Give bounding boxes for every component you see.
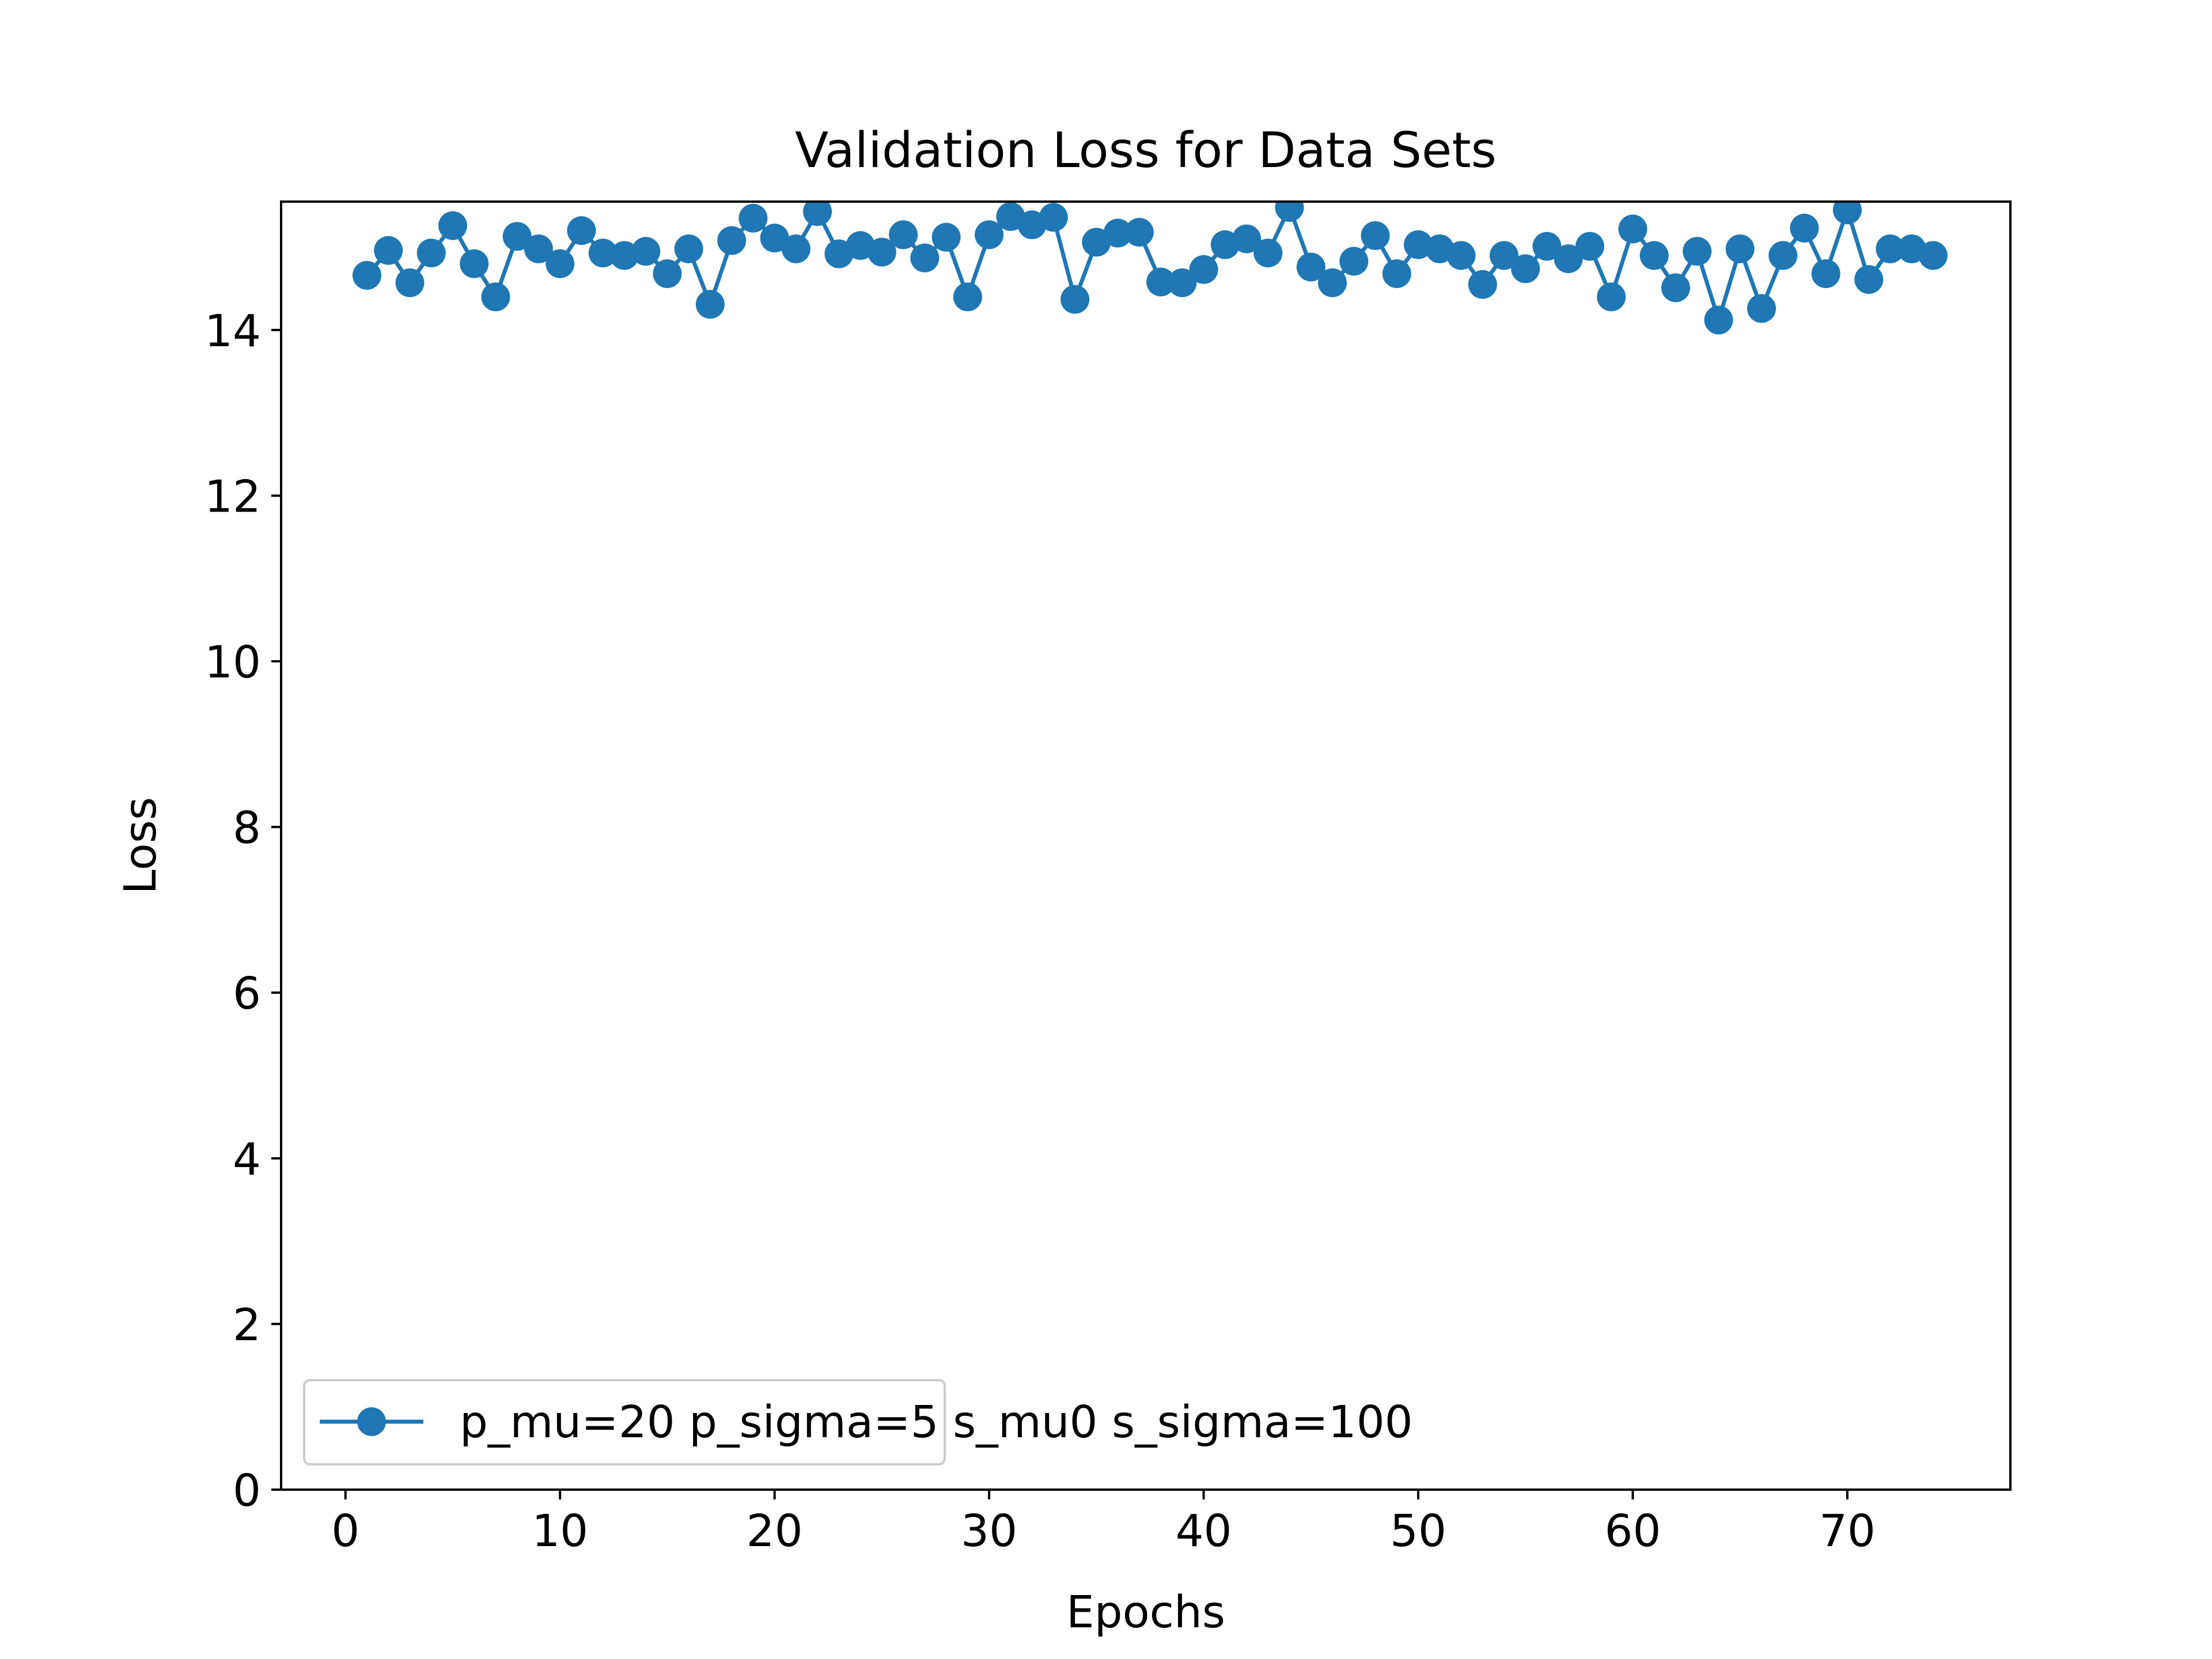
data-point [481,282,510,312]
data-point [1253,238,1283,268]
data-point [1103,218,1132,248]
data-point [1124,218,1154,247]
data-point [1554,244,1583,274]
x-axis: 0 10 20 30 40 50 60 70 [331,1490,1876,1557]
data-point [1339,247,1369,276]
axes-frame [280,200,2012,1491]
data-point [1704,305,1733,335]
x-tick-label: 20 [747,1506,803,1557]
data-point [1683,237,1712,266]
x-tick-label: 70 [1819,1506,1876,1557]
data-point [1189,255,1218,284]
y-tick-label: 4 [233,1134,261,1185]
legend-box [303,1379,946,1465]
data-point [953,282,982,312]
y-axis-label: Loss [115,797,166,895]
y-tick-label: 14 [204,306,261,357]
y-tick-label: 6 [233,968,261,1020]
y-tick-label: 10 [204,637,261,688]
x-tick-label: 50 [1390,1506,1446,1557]
data-point [674,234,703,263]
data-point [695,290,725,319]
data-point [609,241,639,270]
data-point [910,243,940,272]
chart-title: Validation Loss for Data Sets [795,122,1497,179]
data-point [1768,241,1798,270]
data-point [416,238,446,268]
legend-label: p_mu=20 p_sigma=5 s_mu0 s_sigma=100 [460,1397,1413,1448]
data-point [1618,214,1647,244]
y-tick-label: 8 [233,803,261,854]
data-point [1854,265,1884,294]
data-point [460,249,489,278]
y-tick-label: 0 [233,1465,261,1517]
data-point [1060,285,1090,314]
data-point [438,211,467,240]
data-point [1811,259,1840,289]
y-tick-label: 2 [233,1300,261,1351]
data-point [567,216,596,245]
data-point [1790,214,1819,243]
data-point [1361,221,1390,250]
y-axis: 0 2 4 6 8 10 12 14 [204,306,281,1517]
data-point [1575,232,1604,261]
data-point [1918,241,1948,270]
plot-area [280,200,2012,1491]
data-point [1039,203,1068,232]
x-tick-label: 10 [532,1506,588,1557]
data-point [760,224,789,253]
data-point [524,234,553,263]
x-axis-label: Epochs [1066,1587,1225,1638]
data-point [717,226,747,255]
data-point [1146,267,1176,297]
series-layer [353,202,1948,335]
data-point [1639,241,1669,270]
x-tick-label: 40 [1176,1506,1232,1557]
data-point [1832,202,1862,225]
data-point [588,238,618,268]
data-point [1382,259,1411,289]
data-point [1082,228,1111,257]
data-point [353,261,381,290]
data-point [546,249,575,278]
data-point [975,220,1004,249]
data-point [1446,241,1476,270]
data-point [1725,234,1755,263]
data-point [631,237,661,266]
x-tick-label: 60 [1604,1506,1661,1557]
x-tick-label: 30 [961,1506,1017,1557]
data-point [1597,282,1626,312]
data-point [1876,234,1905,263]
x-tick-label: 0 [331,1506,359,1557]
data-point [653,259,682,289]
data-point [781,234,810,263]
data-point [803,202,832,226]
data-point [1490,241,1518,270]
legend-marker-swatch [357,1407,386,1436]
data-point [867,237,896,267]
legend: p_mu=20 p_sigma=5 s_mu0 s_sigma=100 [303,1379,1413,1465]
data-point [1296,252,1325,282]
data-point [1168,268,1197,297]
data-point [1404,230,1433,259]
data-point [738,203,768,233]
data-point [931,222,961,252]
data-point [1532,232,1562,261]
data-point [1747,294,1776,323]
data-point [1511,254,1540,283]
data-point [374,236,403,265]
data-point [1318,268,1347,297]
data-point [889,220,918,249]
data-point [1468,270,1497,299]
data-point [395,268,425,297]
data-point [502,222,532,251]
data-point [1232,224,1262,253]
data-point [1661,273,1690,302]
data-point [1275,202,1304,222]
y-tick-label: 12 [204,471,261,522]
